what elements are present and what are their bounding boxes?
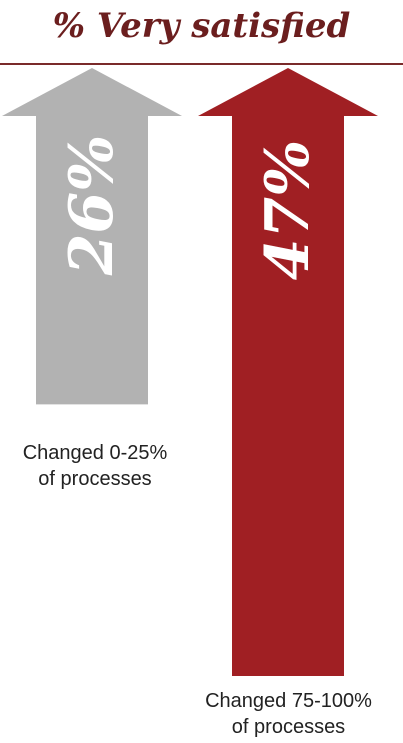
category-label-0-line-2: of processes [38, 468, 152, 490]
category-label-1-line-2: of processes [231, 716, 346, 738]
arrow-bar-0 [2, 68, 182, 405]
chart-title: % Very satisfied [52, 6, 351, 46]
title-rule [0, 63, 403, 65]
category-label-0: Changed 0-25% of processes [0, 440, 190, 492]
arrow-bar-1 [198, 68, 378, 676]
value-label-1: 47% [253, 140, 323, 281]
value-label-0: 26% [57, 135, 127, 277]
category-label-1: Changed 75-100% of processes [174, 688, 403, 740]
category-label-0-line-1: Changed 0-25% [22, 442, 168, 464]
category-label-1-line-1: Changed 75-100% [205, 690, 372, 712]
